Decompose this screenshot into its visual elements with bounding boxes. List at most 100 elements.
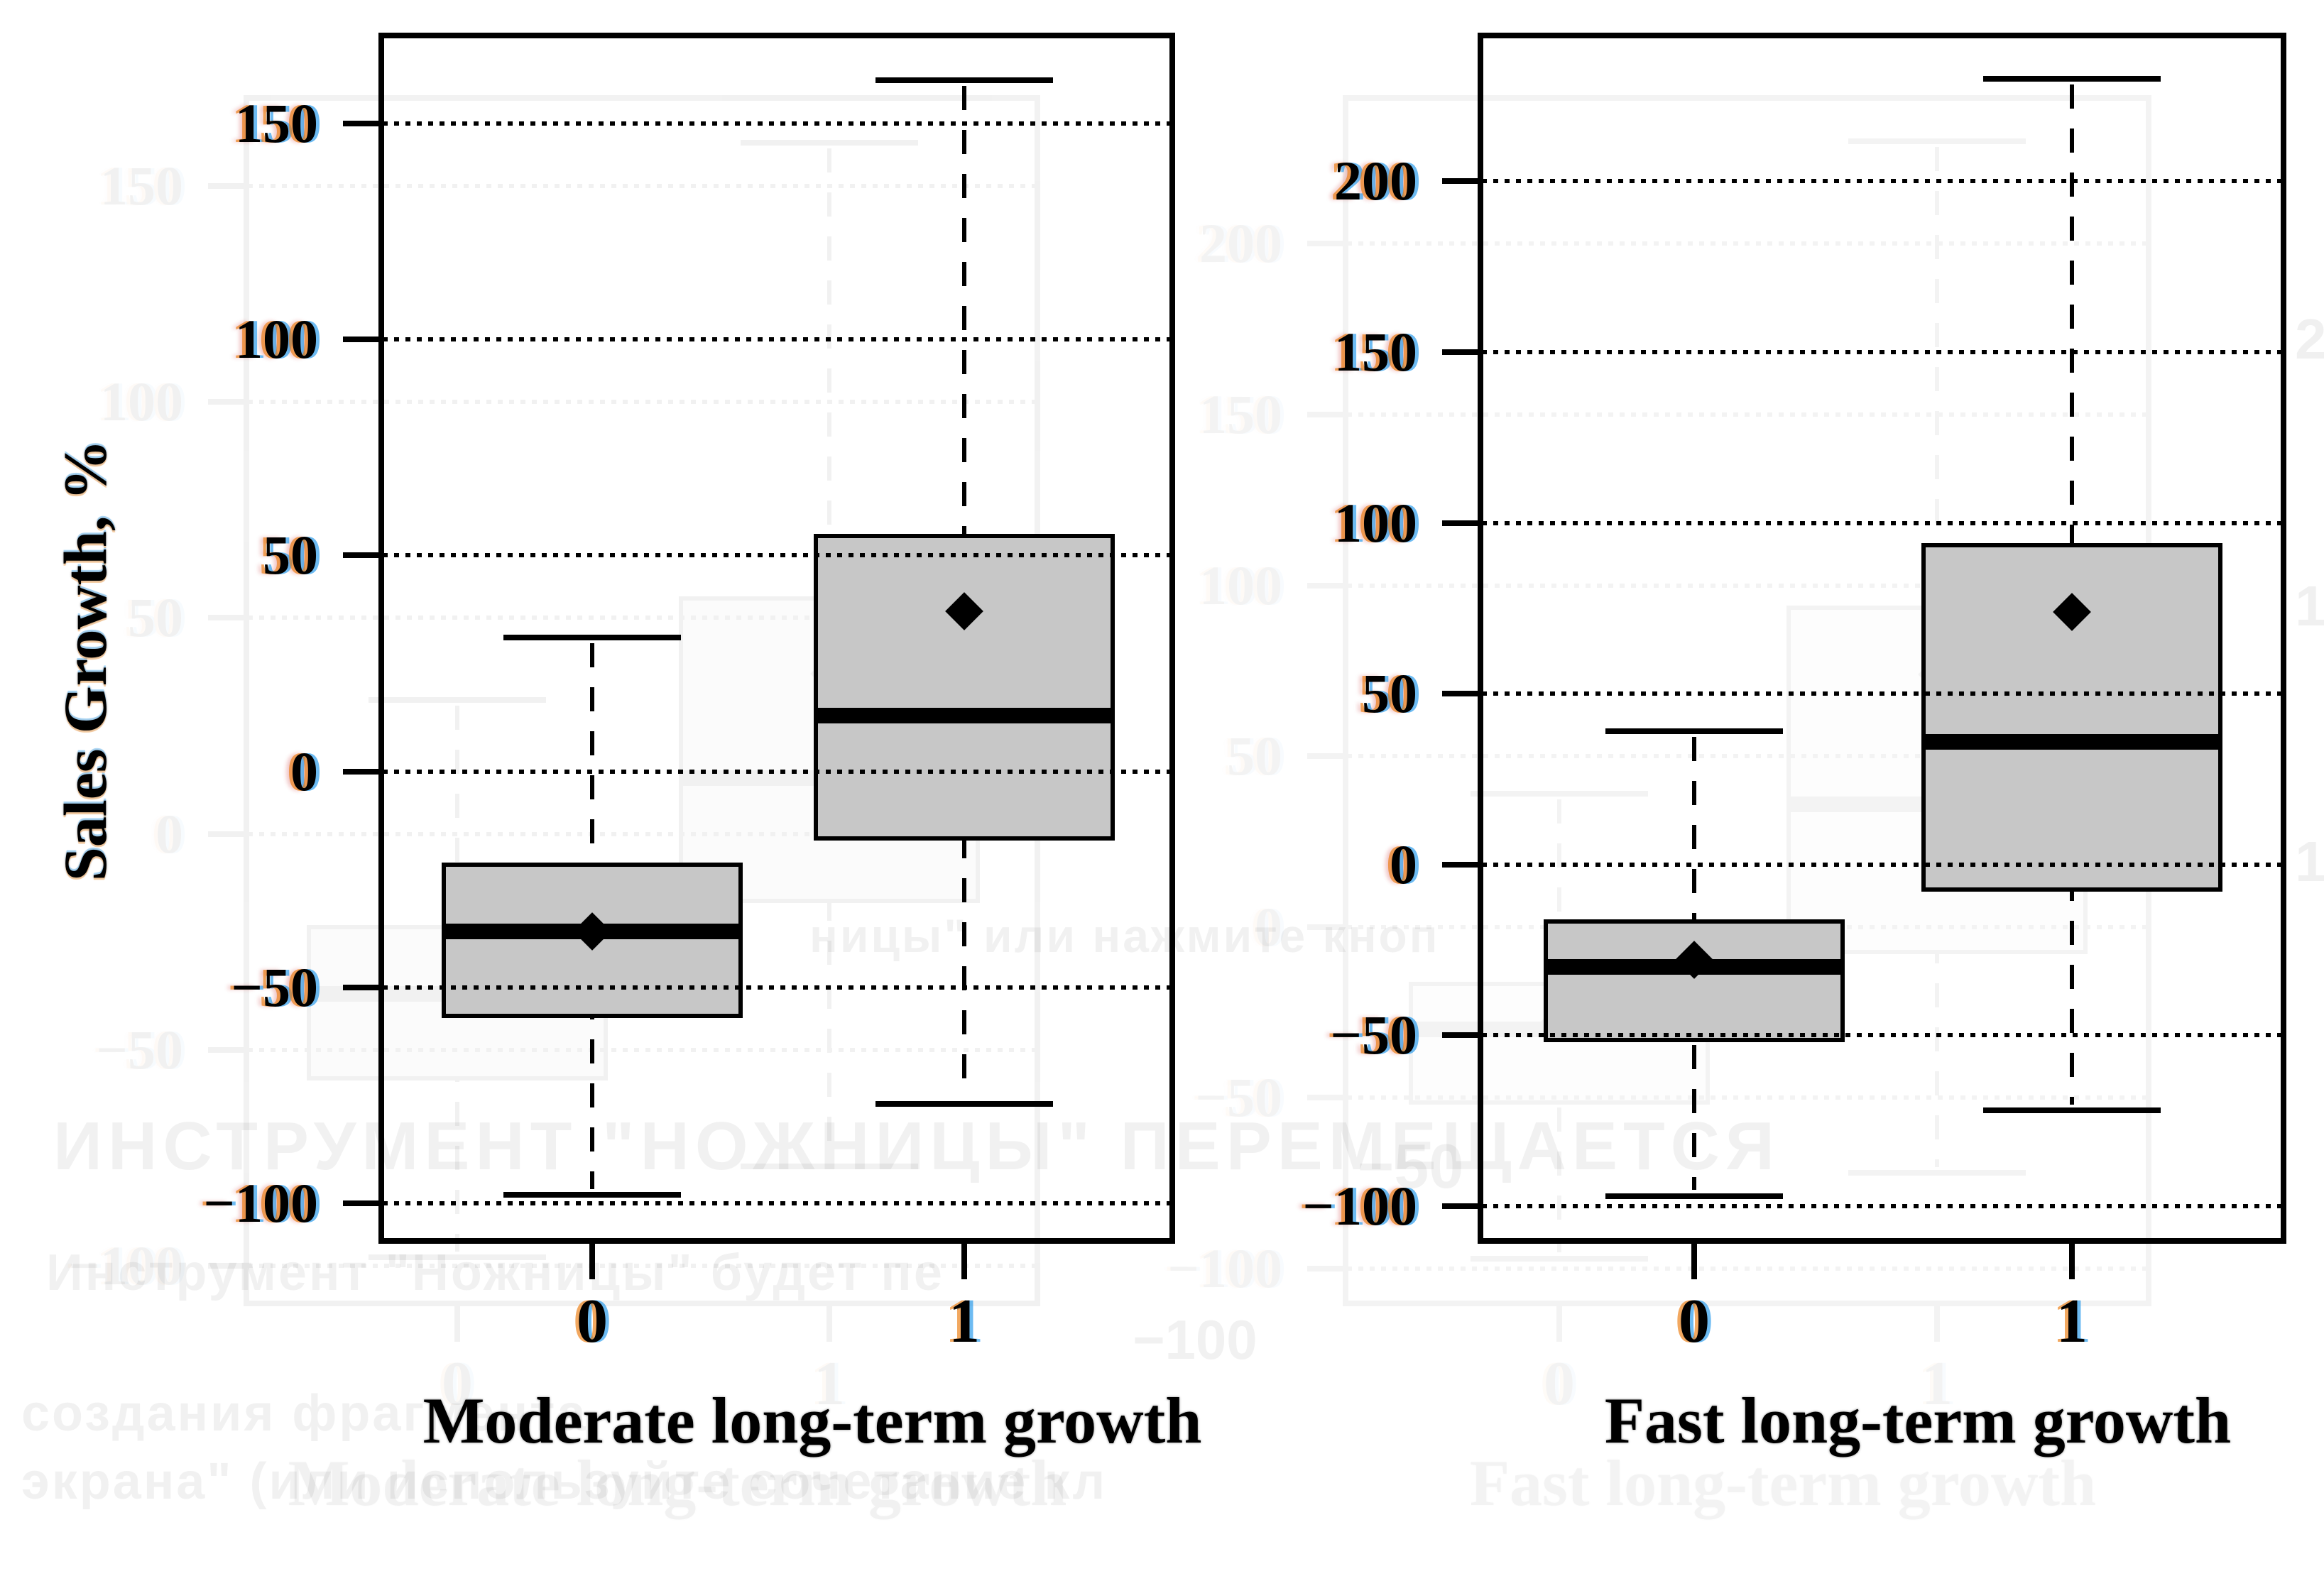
- whisker-cap-upper: [1983, 76, 2161, 82]
- plot-frame: [378, 33, 1175, 1244]
- ghost-y-tick-label: −100: [1167, 1237, 1282, 1299]
- ghost-gridline: [1347, 1267, 2147, 1271]
- whisker-cap-lower: [503, 1192, 681, 1198]
- ghost-whisker-cap-upper: [1848, 138, 2026, 144]
- gridline: [383, 337, 1171, 341]
- plot-frame: [1478, 33, 2286, 1244]
- ghost-text: ницы" или нажмите кноп: [809, 909, 1440, 962]
- ghost-gridline: [1347, 241, 2147, 246]
- y-tick-mark: [1442, 1203, 1478, 1209]
- ghost-text: экрана" (или используйте сочетание кл: [21, 1453, 1108, 1510]
- whisker-cap-upper: [503, 635, 681, 640]
- ghost-text: создания фрагмента: [21, 1385, 588, 1442]
- y-tick-mark: [343, 552, 378, 558]
- y-tick-label: 0: [290, 740, 318, 802]
- y-tick-mark: [343, 121, 378, 126]
- y-tick-mark: [1442, 349, 1478, 355]
- ghost-y-tick-label: 150: [100, 155, 183, 217]
- ghost-y-tick-label: −50: [1195, 1066, 1282, 1128]
- ghost-y-tick-label: 100: [1199, 554, 1282, 616]
- ghost-x-tick-mark: [1934, 1306, 1940, 1342]
- x-axis-title: Moderate long-term growth: [422, 1384, 1202, 1457]
- ghost-y-tick-label: −50: [96, 1019, 183, 1081]
- ghost-y-tick-label: 0: [156, 803, 183, 865]
- ghost-whisker-cap-lower: [741, 1164, 918, 1169]
- ghost-text: Инструмент "Ножницы" будет пе: [46, 1244, 944, 1301]
- ghost-whisker-cap-upper: [741, 140, 918, 146]
- gridline: [1482, 863, 2282, 867]
- ghost-y-tick-mark: [208, 831, 244, 837]
- ghost-gridline: [1347, 754, 2147, 758]
- x-category-label: 0: [577, 1287, 608, 1356]
- plot-fast-growth: 200 150 100 50 0 −50 −100 0 1 Fast long-term grow…: [1302, 33, 2286, 1457]
- ghost-gridline: [248, 832, 1036, 836]
- y-tick-label: 100: [1334, 492, 1417, 554]
- y-tick-mark: [343, 1200, 378, 1206]
- y-tick-label: −100: [203, 1172, 318, 1234]
- whisker-cap-lower: [1605, 1193, 1783, 1199]
- ghost-x-category-label: 0: [1544, 1350, 1575, 1418]
- y-tick-label: 50: [263, 524, 318, 586]
- box-border: [442, 863, 743, 1018]
- box-fill: [1544, 919, 1845, 1042]
- ghost-whisker-cap-lower: [1848, 1170, 2026, 1176]
- y-tick-mark: [343, 985, 378, 990]
- y-tick-label: 50: [1362, 662, 1417, 724]
- ghost-gridline: [248, 1264, 1036, 1268]
- x-tick-mark: [961, 1244, 967, 1279]
- gridline: [383, 985, 1171, 990]
- y-tick-mark: [343, 337, 378, 342]
- ghost-x-category-label: 0: [442, 1350, 473, 1418]
- ghost-y-tick-mark: [208, 615, 244, 620]
- gridline: [383, 121, 1171, 126]
- ghost-whisker-cap-upper: [369, 697, 546, 703]
- whisker-cap-upper: [875, 77, 1053, 83]
- gridline: [1482, 521, 2282, 525]
- ghost-whisker-cap-upper: [1471, 791, 1648, 797]
- gridline: [383, 553, 1171, 557]
- ghost-whisker-cap-lower: [369, 1254, 546, 1260]
- ghost-y-tick-mark: [1307, 753, 1343, 759]
- ghost-text: −50: [1358, 1131, 1464, 1201]
- y-tick-label: 100: [235, 308, 318, 370]
- ghost-y-tick-mark: [1307, 241, 1343, 246]
- box-border: [1921, 543, 2222, 892]
- ghost-text: −100: [1133, 1308, 1258, 1371]
- gridline: [383, 1201, 1171, 1205]
- y-tick-label: 150: [235, 92, 318, 154]
- ghost-y-tick-label: 0: [1255, 896, 1282, 958]
- y-axis-title: Sales Growth, %: [51, 439, 119, 881]
- y-tick-mark: [1442, 691, 1478, 696]
- x-tick-mark: [2069, 1244, 2075, 1279]
- ghost-text: 200: [2295, 307, 2324, 371]
- ghost-y-tick-mark: [208, 1263, 244, 1269]
- ghost-x-tick-mark: [827, 1306, 832, 1342]
- y-tick-label: 200: [1334, 150, 1417, 212]
- y-tick-label: −100: [1302, 1175, 1417, 1237]
- ghost-gridline: [248, 400, 1036, 404]
- box-border: [1544, 919, 1845, 1042]
- y-tick-label: 150: [1334, 321, 1417, 383]
- ghost-y-tick-label: 200: [1199, 212, 1282, 274]
- ghost-y-tick-label: 150: [1199, 383, 1282, 445]
- x-category-label: 1: [2056, 1287, 2088, 1356]
- ghost-y-tick-label: −100: [68, 1235, 183, 1296]
- x-axis-title: Fast long-term growth: [1604, 1384, 2232, 1457]
- ghost-y-tick-label: 100: [100, 371, 183, 432]
- gridline: [1482, 179, 2282, 183]
- ghost-y-tick-label: 50: [1227, 725, 1282, 787]
- whisker-cap-lower: [875, 1101, 1053, 1107]
- ghost-x-category-label: 1: [814, 1350, 845, 1418]
- ghost-whisker-cap-lower: [1471, 1256, 1648, 1262]
- ghost-y-tick-label: 50: [128, 586, 183, 648]
- ghost-x-axis-title: Fast long-term growth: [1469, 1447, 2097, 1519]
- y-tick-mark: [1442, 1032, 1478, 1038]
- y-tick-label: 0: [1390, 833, 1417, 895]
- ghost-x-tick-mark: [1556, 1306, 1562, 1342]
- y-tick-label: −50: [1330, 1004, 1417, 1066]
- ghost-y-tick-mark: [1307, 412, 1343, 417]
- gridline: [1482, 350, 2282, 354]
- ghost-gridline: [248, 184, 1036, 188]
- ghost-gridline: [1347, 1095, 2147, 1100]
- x-category-label: 0: [1679, 1287, 1710, 1356]
